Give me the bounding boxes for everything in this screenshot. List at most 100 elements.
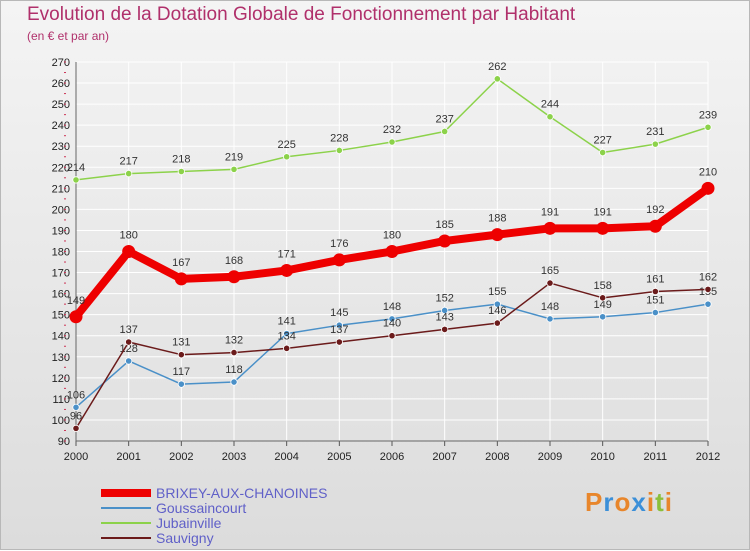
y-tick-label: 120 (52, 373, 70, 385)
data-point (493, 300, 501, 308)
data-point (596, 221, 610, 235)
data-point (441, 306, 449, 315)
data-label: 231 (646, 126, 664, 138)
series-goussaincourt: 106128117118141145148152155148149151155 (67, 286, 717, 411)
data-point (177, 167, 185, 176)
data-label: 171 (277, 248, 295, 260)
data-label: 228 (330, 132, 348, 144)
data-point (283, 153, 291, 161)
data-point (69, 310, 83, 324)
data-label: 128 (119, 343, 137, 355)
data-point (441, 325, 449, 334)
data-point (122, 245, 136, 258)
data-point (651, 287, 659, 296)
data-label: 237 (435, 113, 453, 125)
data-label: 132 (225, 335, 243, 347)
data-point (546, 279, 554, 287)
data-point (493, 319, 501, 327)
data-point (441, 127, 449, 136)
data-point (599, 294, 607, 302)
data-label: 227 (593, 135, 611, 147)
logo-letter: i (646, 487, 656, 517)
chart-subtitle: (en € et par an) (27, 29, 110, 43)
proxiti-logo: Proxiti (585, 487, 673, 518)
legend-swatch (101, 522, 151, 524)
data-point (335, 338, 343, 346)
data-label: 161 (646, 274, 664, 286)
data-point (599, 313, 607, 321)
data-label: 218 (172, 153, 190, 165)
x-tick-label: 2007 (432, 451, 456, 463)
data-point (335, 321, 343, 329)
data-point (125, 357, 133, 365)
logo-letter: t (655, 487, 665, 517)
logo-letter: i (664, 487, 673, 517)
legend-swatch (101, 507, 151, 509)
data-label: 118 (225, 364, 243, 376)
series-sauvigny: 96 137 131 132 134 137 140 143 146 165 158 161 162 (70, 265, 717, 432)
y-tick-label: 90 (58, 436, 70, 448)
data-label: 137 (119, 324, 137, 336)
data-label: 239 (699, 109, 717, 121)
x-tick-label: 2004 (274, 451, 298, 463)
legend-swatch (101, 537, 151, 539)
data-label: 151 (646, 295, 664, 307)
data-label: 155 (488, 286, 506, 298)
data-point (546, 113, 554, 121)
data-point (230, 165, 238, 173)
data-label: 143 (435, 311, 453, 323)
data-label: 191 (541, 206, 559, 218)
data-point (177, 351, 185, 359)
y-tick-label: 110 (52, 394, 70, 406)
data-point (332, 253, 346, 267)
data-point (72, 176, 80, 184)
data-label: 219 (225, 151, 243, 163)
data-label: 217 (119, 156, 137, 168)
data-label: 148 (383, 301, 401, 313)
data-label: 180 (119, 230, 137, 242)
data-label: 191 (593, 206, 611, 218)
data-point (599, 148, 607, 157)
data-label: 146 (488, 305, 506, 317)
y-tick-label: 140 (52, 331, 70, 343)
logo-letter: x (631, 487, 647, 517)
y-tick-label: 160 (52, 289, 70, 301)
data-label: 214 (67, 162, 85, 174)
data-point (230, 378, 238, 386)
x-tick-label: 2009 (538, 451, 562, 463)
x-tick-label: 2008 (485, 451, 509, 463)
data-label: 232 (383, 124, 401, 136)
y-tick-label: 150 (52, 310, 70, 322)
y-tick-label: 130 (52, 352, 70, 364)
data-point (177, 380, 185, 388)
data-label: 225 (277, 139, 295, 151)
data-label: 176 (330, 238, 348, 250)
data-point (701, 181, 715, 195)
logo-letter: o (614, 487, 632, 517)
data-label: 188 (488, 213, 506, 225)
data-label: 149 (593, 299, 611, 311)
data-point (227, 270, 241, 284)
data-label: 152 (435, 292, 453, 304)
data-label: 192 (646, 204, 664, 216)
data-label: 131 (172, 337, 190, 349)
logo-letter: P (585, 487, 604, 517)
data-label: 167 (172, 257, 190, 269)
data-point (72, 424, 80, 432)
data-label: 165 (541, 265, 559, 277)
data-label: 96 (70, 410, 82, 422)
y-tick-label: 230 (52, 141, 70, 153)
x-tick-label: 2006 (380, 451, 404, 463)
data-label: 262 (488, 61, 506, 73)
data-label: 162 (699, 271, 717, 283)
legend-label: BRIXEY-AUX-CHANOINES (156, 485, 328, 501)
data-point (543, 221, 557, 235)
legend-swatch (101, 489, 151, 497)
legend-label: Goussaincourt (156, 500, 247, 516)
data-point (651, 308, 659, 317)
x-tick-label: 2003 (222, 451, 246, 463)
data-point (704, 300, 712, 308)
data-point (125, 338, 133, 346)
data-point (704, 123, 712, 131)
